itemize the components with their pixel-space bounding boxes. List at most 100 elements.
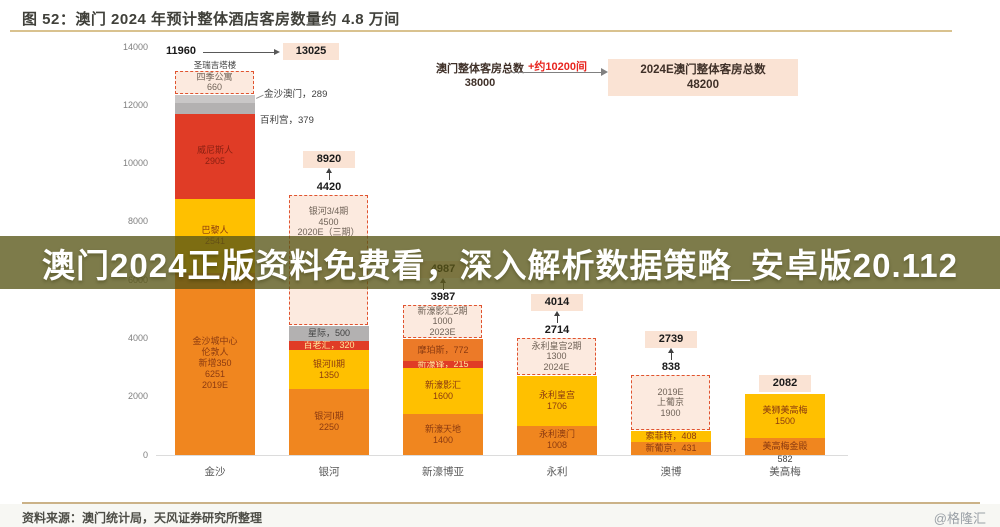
category-label: 美高梅 xyxy=(769,466,801,478)
bar-current-annotation: 838 xyxy=(661,361,681,374)
callout-current-value: 38000 xyxy=(464,77,496,89)
bar-segment-label: 银河3/4期 xyxy=(308,206,349,217)
bar-segment-label: 银河II期 xyxy=(312,358,345,369)
bar-current-annotation: 2714 xyxy=(544,324,570,337)
side-label: 百利宫，379 xyxy=(260,115,314,127)
y-tick-label: 12000 xyxy=(122,99,148,110)
footer-divider xyxy=(22,502,980,504)
y-tick-label: 4000 xyxy=(127,332,148,343)
bar-total-annotation: 4014 xyxy=(531,294,583,312)
dashed-new-supply-box: 永利皇宫2期 1300 2024E xyxy=(517,338,596,375)
callout-arrow xyxy=(512,72,602,73)
bar-segment-label: 新葡京，431 xyxy=(645,443,697,454)
bar-segment-label: 新濠影汇 xyxy=(424,379,461,390)
callout-projected-total: 2024E澳门整体客房总数 48200 xyxy=(608,59,798,96)
bar-segment-label: 2020E（三期） xyxy=(297,227,360,238)
bar-segment-label: 1350 xyxy=(318,369,340,380)
y-tick-label: 8000 xyxy=(127,216,148,227)
bar-segment-label: 2019E xyxy=(201,380,229,391)
bar-segment-label: 2023E xyxy=(429,326,456,337)
x-axis-line xyxy=(156,455,848,456)
bar-segment xyxy=(175,103,255,115)
callout-arrow-head-icon xyxy=(601,68,608,76)
bar-segment: 永利皇宫 1706 xyxy=(517,375,597,426)
bar-segment: 银河II期 1350 xyxy=(289,350,369,390)
bar-total-annotation: 8920 xyxy=(303,151,355,169)
title-divider xyxy=(10,30,952,32)
bar-total-annotation: 2082 xyxy=(759,375,811,393)
bar-segment: 星际，500 xyxy=(289,326,369,341)
bar-total-annotation: 13025 xyxy=(283,43,339,60)
bar-segment-label: 1900 xyxy=(660,407,681,418)
bar-segment-label: 巴黎人 xyxy=(201,224,229,235)
bar-segment: 美狮美高梅 1500 xyxy=(745,394,825,439)
bar-segment-label: 美高梅金殿 xyxy=(762,441,808,451)
bar-segment-label: 1300 xyxy=(546,351,567,362)
bar-segment-label: 660 xyxy=(206,82,223,93)
bar-segment-label: 银河I期 xyxy=(314,411,344,422)
bar-segment-label: 金沙城中心 xyxy=(192,336,238,347)
bar-segment-label: 4500 xyxy=(318,216,339,227)
bar-segment-label: 1500 xyxy=(774,416,796,427)
y-tick-label: 0 xyxy=(142,449,148,460)
side-label: 金沙澳门，289 xyxy=(264,88,328,100)
watermark: @格隆汇 xyxy=(933,511,986,526)
bar-segment-label: 摩珀斯，772 xyxy=(417,344,469,355)
bar-segment-label: 1400 xyxy=(432,434,454,445)
bar-segment-label: 1008 xyxy=(546,440,568,451)
up-arrow xyxy=(670,353,672,361)
bar-segment: 美高梅金殿 xyxy=(745,438,825,455)
category-label: 银河 xyxy=(318,466,340,478)
dashed-new-supply-box: 四季公寓 660 xyxy=(175,70,254,94)
up-arrow-head-icon xyxy=(667,348,674,354)
bar-segment-label: 1000 xyxy=(432,316,453,327)
bar-segment-label: 新增350 xyxy=(198,358,232,369)
y-tick-label: 10000 xyxy=(122,158,148,169)
bar-current-annotation: 3987 xyxy=(430,290,456,303)
bar-segment-label: 索菲特，408 xyxy=(645,430,697,441)
dashed-new-supply-box: 2019E 上葡京 1900 xyxy=(631,375,710,430)
callout-current-label: 澳门整体客房总数 xyxy=(436,63,524,75)
bar-segment-label: 威尼斯人 xyxy=(196,145,233,156)
bar-segment-label: 伦敦人 xyxy=(201,347,229,358)
bar-segment-label: 1600 xyxy=(432,390,454,401)
bar-segment-label: 新濠影汇2期 xyxy=(417,305,468,316)
bar-segment-label: 美狮美高梅 xyxy=(762,405,808,416)
source-note: 资料来源：澳门统计局，天风证券研究所整理 xyxy=(22,511,263,525)
category-label: 澳博 xyxy=(660,466,682,478)
bar-segment-label: 上葡京 xyxy=(656,397,684,408)
up-arrow xyxy=(556,316,558,324)
bar-segment: 新葡京，431 xyxy=(631,442,711,455)
bar-segment: 金沙城中心 伦敦人 新增350 6251 2019E xyxy=(175,272,255,455)
bar-segment: 摩珀斯，772 xyxy=(403,338,483,362)
bar-segment-label: 2019E xyxy=(657,386,684,397)
bar-segment-label: 2250 xyxy=(318,422,340,433)
bar-segment-label: 永利皇宫2期 xyxy=(531,340,582,351)
overlay-ad-banner[interactable]: 澳门2024正版资料免费看，深入解析数据策略_安卓版20.112 xyxy=(0,236,1000,289)
callout-projected-value: 48200 xyxy=(687,78,719,91)
footer-band xyxy=(0,504,1000,527)
y-tick-label: 2000 xyxy=(127,391,148,402)
category-label: 永利 xyxy=(546,466,568,478)
bar-current-annotation: 4420 xyxy=(316,181,342,194)
bar-total-annotation: 2739 xyxy=(645,331,697,349)
up-arrow-head-icon xyxy=(553,311,560,317)
category-label: 金沙 xyxy=(204,466,226,478)
dashed-new-supply-box: 新濠影汇2期 1000 2023E xyxy=(403,304,482,338)
bar-segment: 威尼斯人 2905 xyxy=(175,114,255,199)
bar-segment: 百老汇，320 xyxy=(289,339,369,351)
bar-segment-label: 永利皇宫 xyxy=(538,389,575,400)
bar-segment xyxy=(175,94,255,104)
bar-segment-label: 2024E xyxy=(543,361,570,372)
bar-segment: 新濠影汇 1600 xyxy=(403,367,483,415)
callout-current-total: 澳门整体客房总数 38000 xyxy=(423,62,537,90)
connector-line xyxy=(256,94,264,99)
bar-segment-label: 新濠天地 xyxy=(424,423,461,434)
y-tick-label: 14000 xyxy=(122,41,148,52)
bar-segment-label: 四季公寓 xyxy=(196,71,233,82)
bar-segment-label: 2905 xyxy=(204,156,226,167)
bar-segment: 新濠锋，215 xyxy=(403,358,483,369)
bar-segment-label: 百老汇，320 xyxy=(303,339,355,350)
bar-segment-label: 新濠锋，215 xyxy=(417,358,469,369)
